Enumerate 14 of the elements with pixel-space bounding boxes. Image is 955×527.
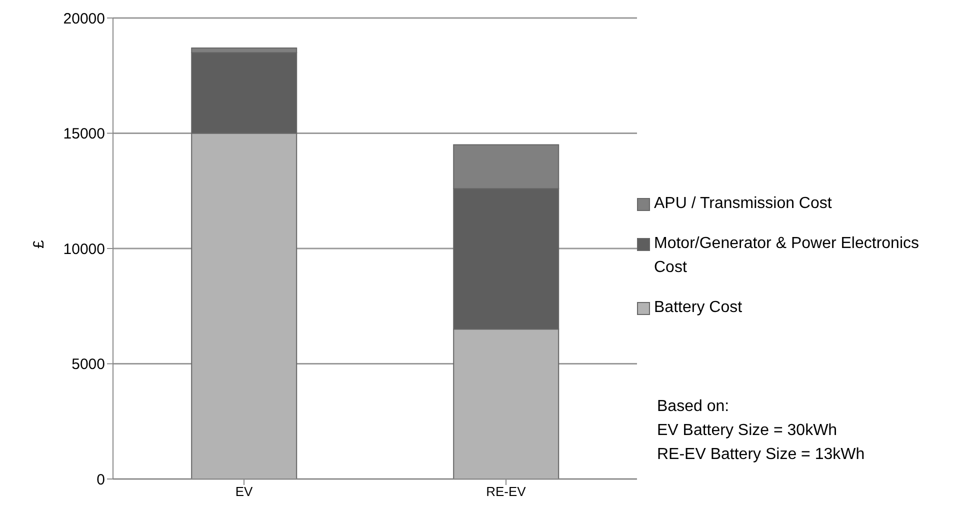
y-tick-label: 0 (96, 471, 105, 488)
legend-label: Motor/Generator & Power Electronics Cost (654, 234, 920, 278)
legend-label: Battery Cost (654, 298, 742, 318)
y-tick-label: 15000 (63, 126, 105, 143)
text: Based on: (657, 397, 730, 417)
text: EV Battery Size = 30kWh (657, 421, 838, 441)
text: RE-EV Battery Size = 13kWh (657, 445, 865, 465)
y-tick-label: 10000 (63, 240, 105, 258)
x-tick-label: EV (235, 484, 253, 500)
y-tick-label: 20000 (63, 10, 105, 28)
y-tick-label: 5000 (72, 356, 105, 374)
y-axis-title: £ (30, 240, 48, 248)
x-tick-label: RE-EV (486, 484, 526, 500)
legend-label: APU / Transmission Cost (654, 194, 832, 214)
